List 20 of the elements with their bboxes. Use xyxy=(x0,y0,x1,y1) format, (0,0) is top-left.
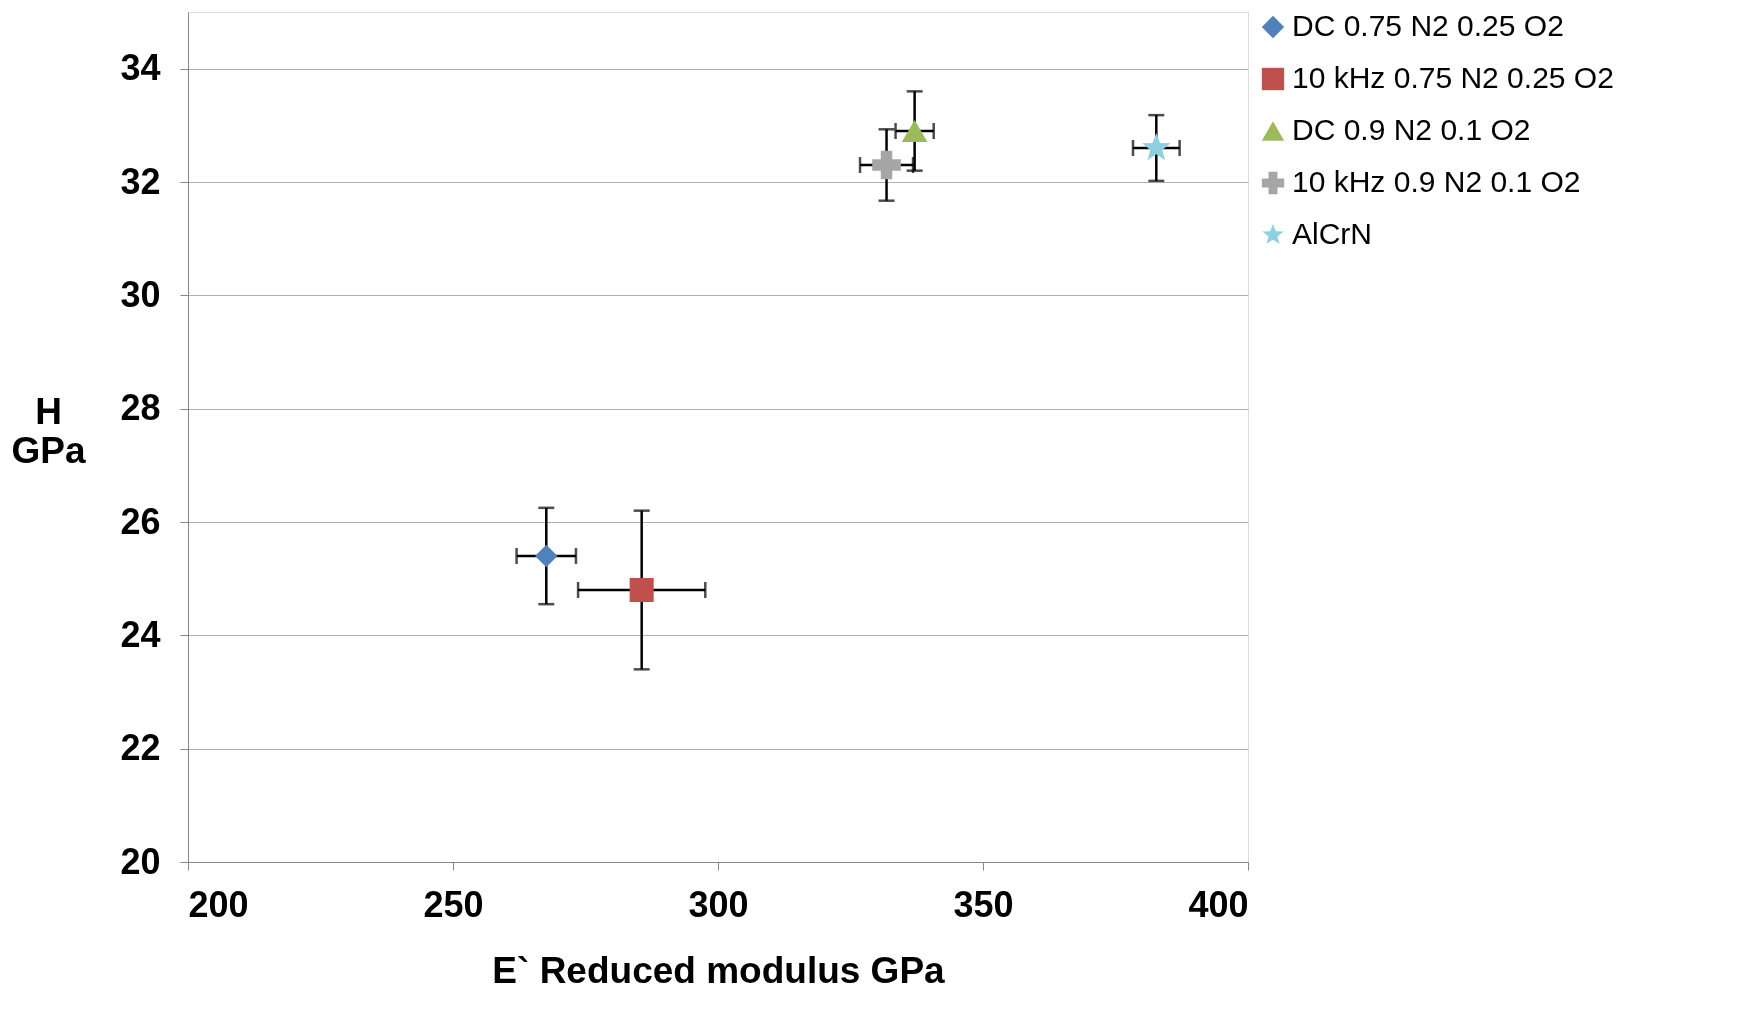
x-axis-title: E` Reduced modulus GPa xyxy=(492,949,946,991)
y-axis-title: H GPa xyxy=(11,390,86,471)
y-tick-label: 30 xyxy=(120,273,161,315)
y-tick-label: 34 xyxy=(120,47,161,89)
y-tick-label: 28 xyxy=(120,387,161,429)
y-tick-label: 26 xyxy=(120,500,161,542)
legend-label: 10 kHz 0.9 N2 0.1 O2 xyxy=(1292,165,1581,198)
legend-label: AlCrN xyxy=(1292,217,1372,250)
x-tick-label: 400 xyxy=(1188,883,1249,925)
x-tick-label: 200 xyxy=(188,883,249,925)
x-tick-label: 250 xyxy=(423,883,484,925)
legend-label: DC 0.75 N2 0.25 O2 xyxy=(1292,9,1564,42)
legend-label: DC 0.9 N2 0.1 O2 xyxy=(1292,113,1531,146)
x-tick-label: 350 xyxy=(953,883,1014,925)
y-tick-label: 22 xyxy=(120,727,161,769)
y-tick-label: 24 xyxy=(120,613,161,655)
legend-label: 10 kHz 0.75 N2 0.25 O2 xyxy=(1292,61,1614,94)
y-tick-label: 32 xyxy=(120,160,161,202)
y-tick-label: 20 xyxy=(120,840,161,882)
x-tick-label: 300 xyxy=(688,883,749,925)
